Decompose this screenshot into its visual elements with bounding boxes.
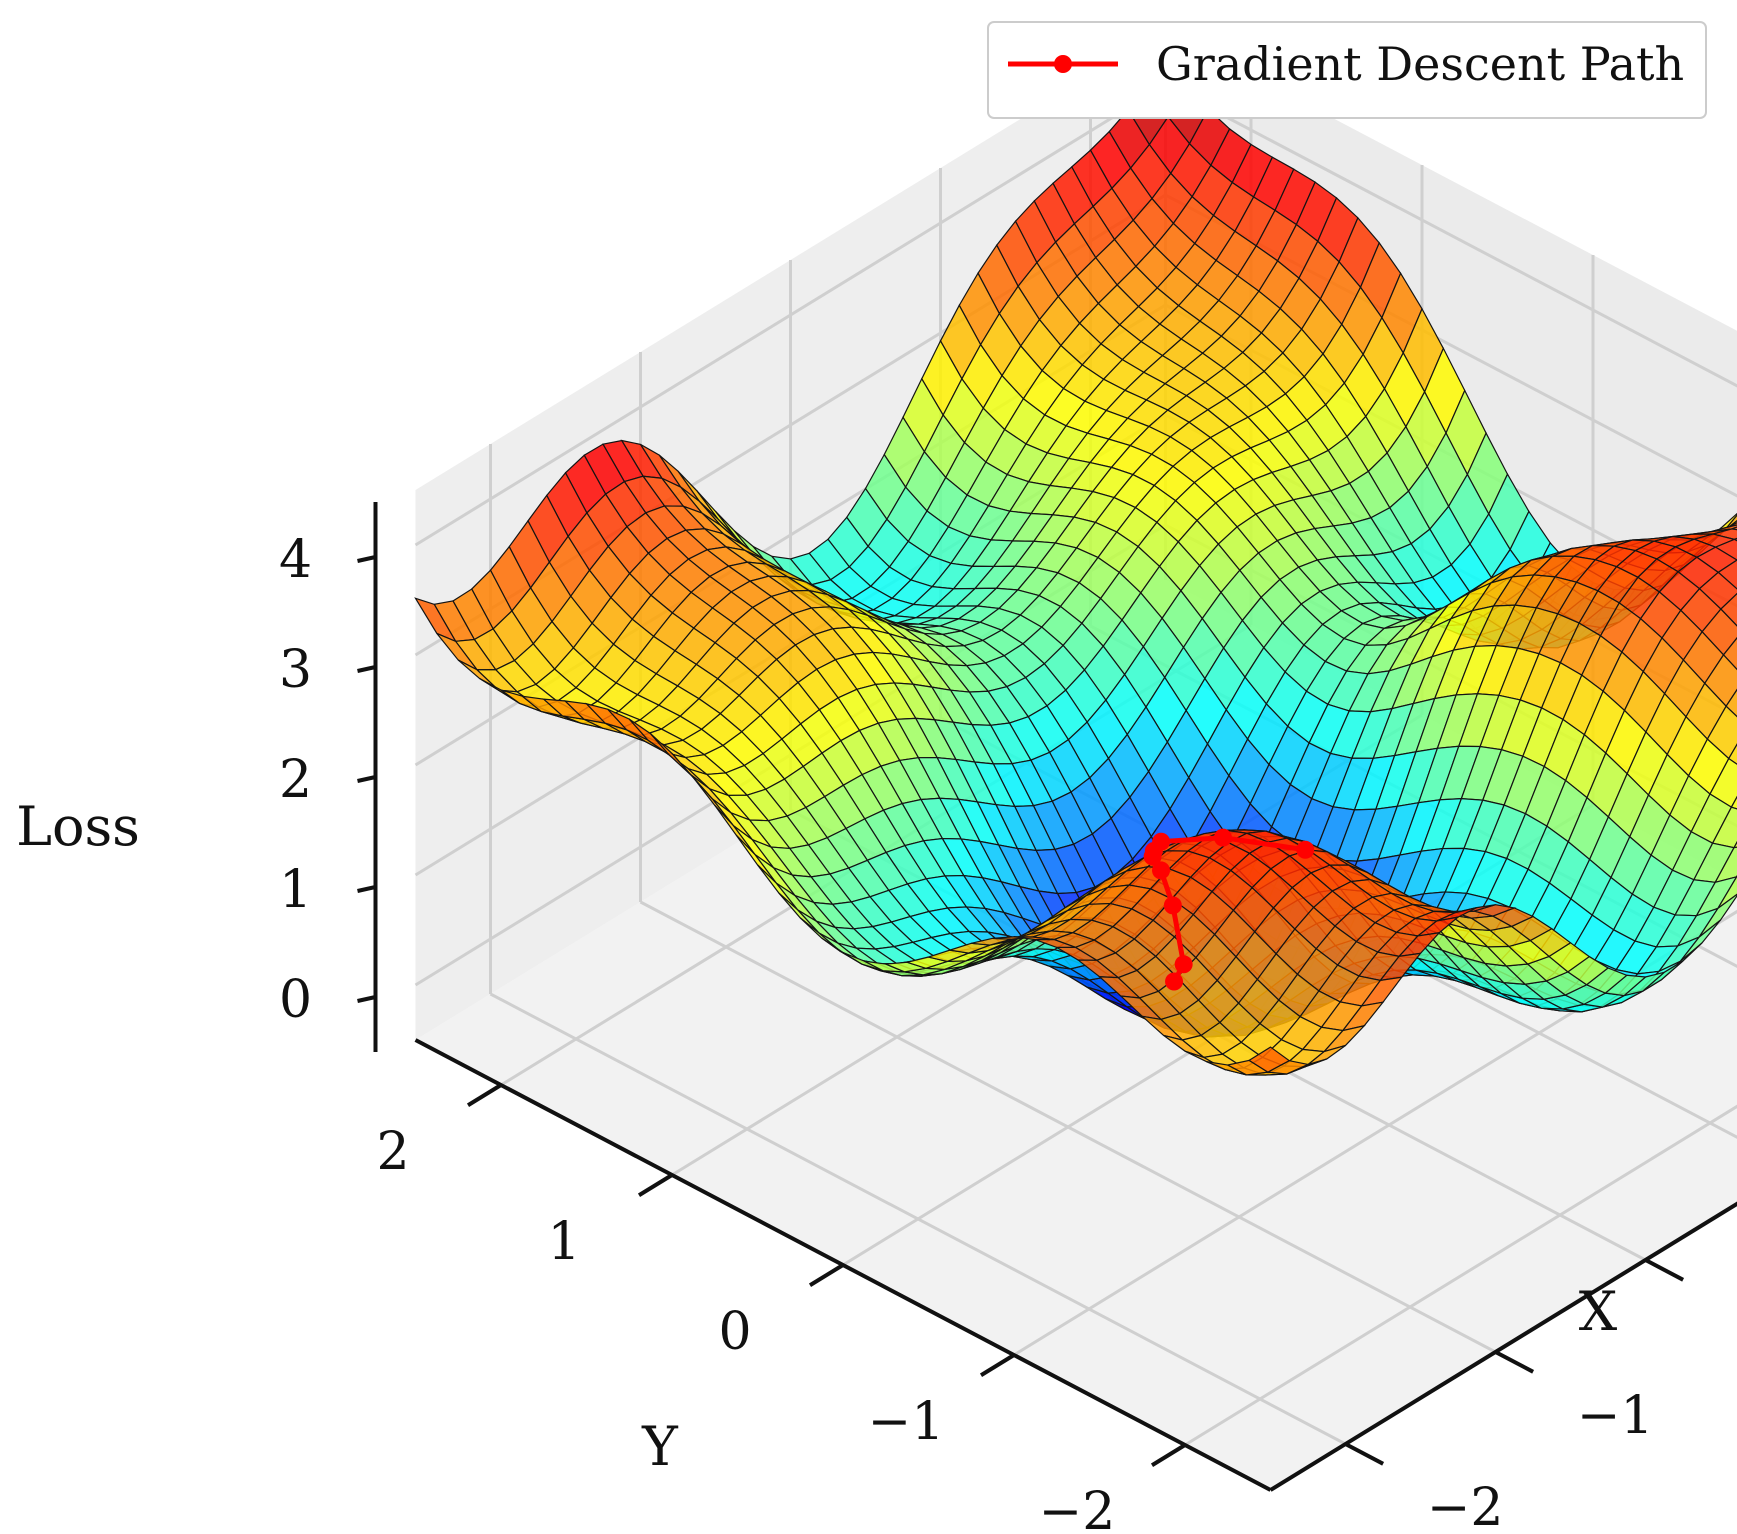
path-point (1213, 828, 1232, 847)
floor-grid-y (1184, 1104, 1737, 1447)
z-tick-label: 0 (279, 970, 312, 1030)
y-tick (979, 1353, 1016, 1377)
legend-entry-label: Gradient Descent Path (1156, 37, 1684, 91)
z-tick-label: 3 (279, 640, 312, 700)
path-point (1143, 847, 1162, 866)
path-point (1165, 972, 1184, 991)
x-tick (1344, 1442, 1385, 1466)
back-grid-z-right (1164, 83, 1737, 388)
x-tick (1644, 1258, 1685, 1282)
surface-patch (1730, 795, 1737, 810)
z-tick (357, 885, 376, 893)
surface-patch (1247, 1046, 1291, 1073)
y-tick-label: 2 (376, 1122, 409, 1182)
z-tick (357, 775, 376, 783)
x-tick-label: −2 (1427, 1478, 1504, 1534)
loss-surface (414, 52, 1737, 1076)
legend: Gradient Descent Path (987, 21, 1707, 119)
z-tick (357, 555, 376, 563)
y-tick (1150, 1443, 1187, 1467)
z-tick-label: 2 (279, 750, 312, 810)
surface-patch (1732, 840, 1737, 849)
z-tick (357, 995, 376, 1003)
back-grid-z-left (414, 83, 1167, 547)
path-point (1163, 896, 1182, 915)
z-tick-label: 4 (279, 530, 312, 590)
path-point (1152, 861, 1170, 880)
z-tick (357, 665, 376, 673)
y-tick-label: −1 (868, 1392, 945, 1452)
path-point (1174, 955, 1193, 974)
x-axis-label: X (1579, 1280, 1618, 1343)
y-tick (637, 1173, 674, 1197)
y-tick-label: 1 (547, 1212, 580, 1272)
path-point (1296, 840, 1315, 859)
y-tick (466, 1083, 503, 1107)
y-tick (808, 1263, 845, 1287)
legend-marker-swatch (1054, 55, 1072, 73)
y-tick-label: 0 (718, 1302, 751, 1362)
x-tick (1494, 1350, 1535, 1374)
gradient-descent-path (1143, 828, 1315, 991)
y-axis-label: Y (641, 1415, 679, 1478)
z-axis-label: Loss (16, 795, 140, 858)
z-tick-label: 1 (279, 860, 312, 920)
x-tick-label: −1 (1577, 1386, 1654, 1446)
legend-box (987, 21, 1707, 119)
y-tick-label: −2 (1039, 1482, 1116, 1534)
